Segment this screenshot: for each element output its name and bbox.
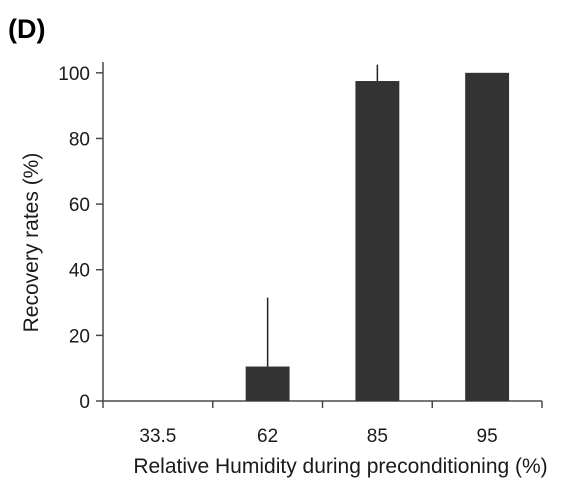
y-axis-label: Recovery rates (%) [20,153,43,333]
bars [245,72,510,402]
y-tick-label: 100 [58,64,90,85]
x-axis-label: Relative Humidity during preconditioning… [133,455,547,478]
y-tick-label: 20 [69,326,90,347]
y-tick-label: 0 [79,392,90,413]
y-tick-label: 40 [69,261,90,282]
bar-85 [355,81,400,401]
y-axis: 0 20 40 60 80 100 [58,62,104,413]
x-tick-label: 85 [367,426,388,447]
bar-62 [245,366,290,401]
error-bars [266,64,379,367]
x-tick-label: 95 [477,426,498,447]
y-tick-label: 80 [69,129,90,150]
y-tick-label: 60 [69,195,90,216]
x-tick-label: 33.5 [139,426,176,447]
bar-95 [465,72,510,402]
x-tick-label: 62 [257,426,278,447]
x-axis: 33.5 62 85 95 [102,400,543,447]
panel-label: (D) [8,14,45,44]
